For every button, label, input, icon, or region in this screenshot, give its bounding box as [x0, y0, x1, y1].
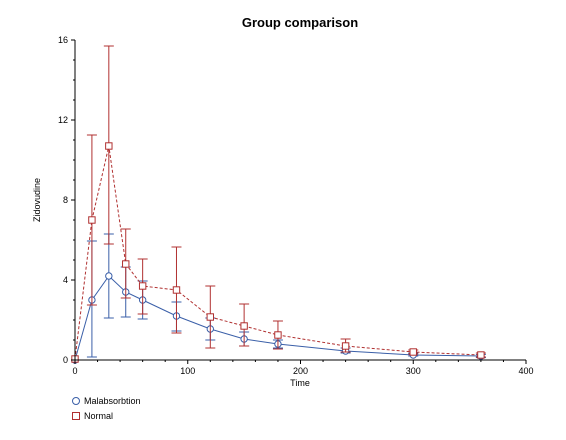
data-point [477, 351, 485, 359]
x-tick-label: 300 [406, 366, 421, 376]
x-axis-label: Time [290, 378, 310, 388]
series-0 [71, 233, 486, 364]
y-tick-label: 4 [63, 275, 68, 285]
series-line [74, 145, 481, 360]
legend-label: Malabsorbtion [84, 396, 141, 406]
series-1 [71, 45, 486, 363]
data-point [409, 348, 417, 356]
data-point [88, 216, 96, 224]
legend-marker [72, 412, 80, 420]
chart-title: Group comparison [242, 15, 358, 30]
x-tick-label: 100 [180, 366, 195, 376]
data-point [240, 322, 248, 330]
plot-area [71, 45, 486, 364]
x-tick-label: 200 [293, 366, 308, 376]
legend-item-0: Malabsorbtion [72, 396, 141, 406]
data-point [122, 260, 130, 268]
data-point [172, 286, 181, 294]
legend-label: Normal [84, 411, 113, 421]
data-point [206, 313, 215, 321]
x-tick-label: 0 [72, 366, 77, 376]
data-point [341, 342, 350, 350]
data-point [274, 331, 282, 339]
y-tick-label: 12 [58, 115, 68, 125]
y-tick-label: 8 [63, 195, 68, 205]
legend: Malabsorbtion Normal [72, 396, 141, 421]
data-point [138, 282, 147, 290]
data-point [105, 272, 113, 280]
y-tick-label: 0 [63, 355, 68, 365]
axes: 0 100 200 300 400 0 4 8 12 16 [58, 35, 534, 376]
x-tick-label: 400 [518, 366, 533, 376]
data-point [105, 142, 113, 150]
legend-item-1: Normal [72, 411, 113, 421]
y-axis-label: Zidovudine [32, 178, 42, 222]
y-tick-label: 16 [58, 35, 68, 45]
series-line [74, 275, 481, 361]
legend-marker [72, 397, 80, 405]
